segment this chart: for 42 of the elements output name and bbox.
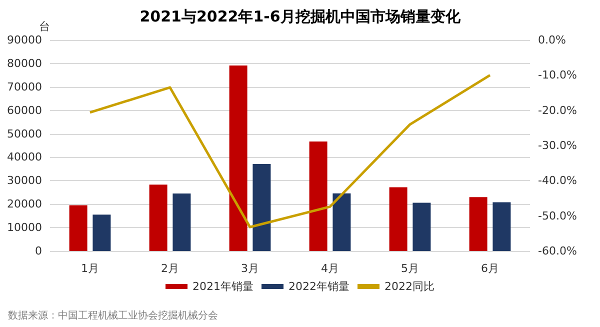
bar	[469, 197, 488, 251]
y2-tick-label: -50.0%	[538, 209, 577, 222]
legend-label: 2022年销量	[288, 280, 350, 293]
y-tick-label: 60000	[7, 104, 42, 117]
y-tick-label: 10000	[7, 221, 42, 234]
y-tick-label: 20000	[7, 198, 42, 211]
bar	[252, 164, 271, 251]
x-tick-label: 6月	[481, 262, 499, 275]
bar	[69, 205, 88, 251]
legend-label: 2021年销量	[192, 280, 254, 293]
y-tick-label: 80000	[7, 56, 42, 70]
y-tick-label: 40000	[7, 150, 42, 164]
y2-tick-label: -20.0%	[538, 104, 577, 117]
x-tick-label: 4月	[321, 262, 339, 275]
x-tick-label: 1月	[81, 262, 99, 275]
y2-tick-label: 0.0%	[538, 34, 566, 46]
bar	[332, 193, 351, 251]
y2-tick-label: -30.0%	[538, 139, 577, 152]
x-tick-label: 5月	[401, 262, 419, 275]
bar	[309, 142, 328, 251]
y-tick-label: 30000	[7, 174, 42, 188]
bar	[492, 202, 511, 251]
x-tick-label: 3月	[241, 262, 259, 275]
bar	[149, 184, 168, 251]
chart-title: 2021与2022年1-6月挖掘机中国市场销量变化	[140, 8, 462, 26]
bar	[412, 202, 431, 251]
y-tick-label: 70000	[7, 80, 42, 94]
bar	[229, 66, 248, 251]
legend-label: 2022同比	[384, 280, 434, 293]
source-note: 数据来源：中国工程机械工业协会挖掘机械分会	[8, 310, 218, 322]
bar	[92, 214, 111, 251]
y-axis-title: 台	[39, 20, 50, 33]
x-tick-label: 2月	[161, 262, 179, 275]
y-tick-label: 90000	[7, 34, 42, 46]
y-tick-label: 50000	[7, 127, 42, 140]
y2-tick-label: -40.0%	[538, 174, 577, 188]
bar	[172, 194, 191, 251]
bar	[389, 187, 408, 251]
y2-tick-label: -60.0%	[538, 244, 577, 258]
y-tick-label: 0	[35, 244, 42, 258]
y2-tick-label: -10.0%	[538, 68, 577, 82]
line-series	[88, 74, 492, 228]
